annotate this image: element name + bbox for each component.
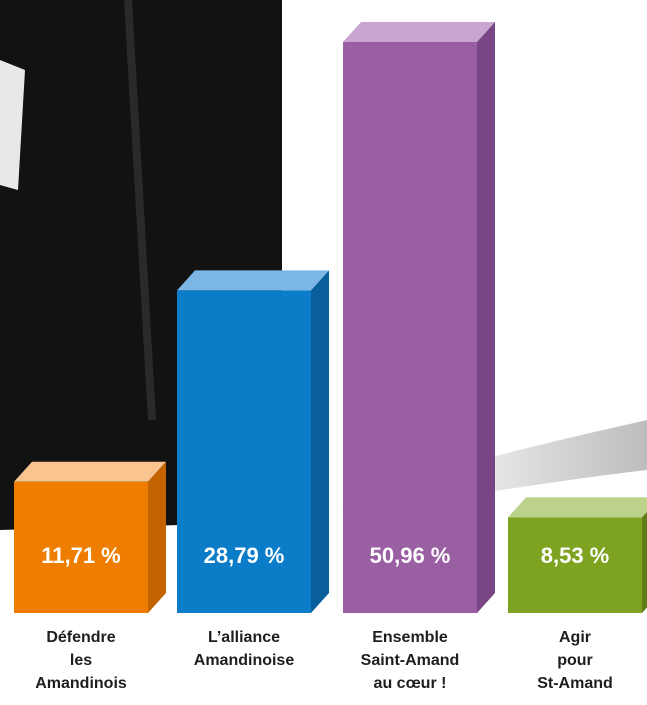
bar-top (177, 270, 329, 290)
chart: 11,71 % 28,79 % 50,96 % 8,53 % Défendre les… (0, 0, 647, 705)
bar-top (343, 22, 495, 42)
bar-side (148, 462, 166, 613)
category-label: Ensemble Saint-Amand au cœur ! (330, 626, 490, 695)
bar-side (311, 270, 329, 613)
value-label: 8,53 % (541, 543, 610, 568)
category-label: L’alliance Amandinoise (164, 626, 324, 672)
bar-top (14, 462, 166, 482)
category-label: Défendre les Amandinois (1, 626, 161, 695)
bar (343, 42, 477, 613)
chart-canvas: 11,71 % 28,79 % 50,96 % 8,53 % (0, 0, 647, 705)
value-label: 28,79 % (204, 543, 285, 568)
bar-side (477, 22, 495, 613)
value-label: 11,71 % (41, 543, 121, 568)
bar-top (508, 497, 647, 517)
category-label: Agir pour St-Amand (495, 626, 647, 695)
value-label: 50,96 % (370, 543, 451, 568)
